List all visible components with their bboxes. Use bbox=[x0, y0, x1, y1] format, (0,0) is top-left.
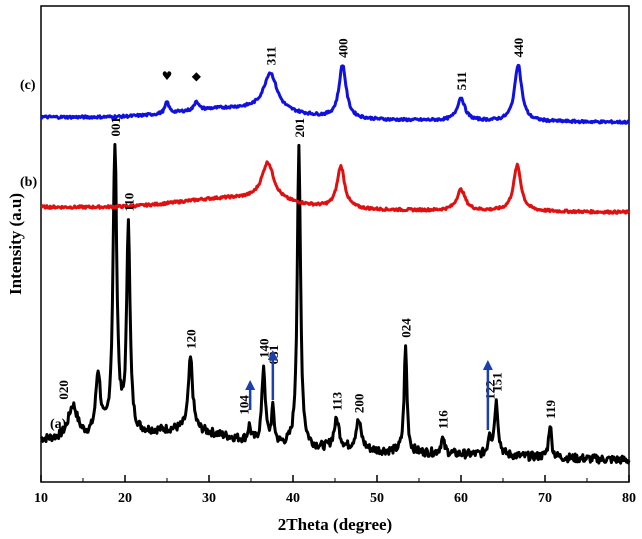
peak-label: 400 bbox=[336, 38, 351, 58]
peak-arrow bbox=[482, 360, 493, 430]
peak-label: 511 bbox=[454, 72, 469, 91]
peak-arrow bbox=[245, 380, 256, 410]
x-tick-label: 10 bbox=[34, 491, 48, 506]
x-tick-label: 20 bbox=[118, 491, 132, 506]
peak-label: 200 bbox=[352, 394, 367, 414]
series-label: (c) bbox=[20, 78, 36, 93]
peak-label: 122 bbox=[483, 380, 498, 400]
x-tick-label: 50 bbox=[370, 491, 384, 506]
peak-label: 140 bbox=[257, 338, 272, 358]
series-layer bbox=[39, 63, 631, 465]
series-line bbox=[40, 160, 630, 215]
x-tick-label: 70 bbox=[538, 491, 552, 506]
x-axis-title: 2Theta (degree) bbox=[278, 515, 392, 534]
peak-label: 151 bbox=[489, 372, 504, 392]
x-tick-label: 60 bbox=[454, 491, 468, 506]
series-label: (a) bbox=[50, 417, 67, 432]
peak-label: 116 bbox=[436, 410, 451, 429]
peak-arrow bbox=[267, 350, 278, 400]
peak-label: 024 bbox=[399, 318, 414, 338]
annotation-layer: (a)0200011101201041400312011132000241161… bbox=[20, 38, 558, 432]
phase-marker-icon: ◆ bbox=[192, 69, 202, 83]
series-label: (b) bbox=[20, 175, 37, 190]
phase-marker-icon: ♥ bbox=[162, 69, 173, 83]
peak-label: 113 bbox=[330, 391, 345, 410]
x-tick-label: 80 bbox=[622, 491, 636, 506]
peak-label: 201 bbox=[292, 118, 307, 138]
peak-label: 120 bbox=[184, 329, 199, 349]
peak-label: 311 bbox=[263, 46, 278, 65]
peak-label: 020 bbox=[56, 380, 71, 400]
series-line bbox=[39, 63, 631, 125]
peak-label: 110 bbox=[121, 193, 136, 212]
series-line bbox=[40, 143, 631, 465]
peak-label: 440 bbox=[511, 38, 526, 58]
peak-label: 001 bbox=[108, 117, 123, 137]
peak-label: 104 bbox=[236, 395, 251, 415]
x-tick-label: 40 bbox=[286, 491, 300, 506]
x-tick-label: 30 bbox=[202, 491, 216, 506]
peak-label: 119 bbox=[543, 400, 558, 419]
y-axis-title: Intensity (a.u) bbox=[6, 193, 25, 295]
x-axis-ticks: 10 20 30 40 50 60 70 80 bbox=[34, 475, 636, 506]
